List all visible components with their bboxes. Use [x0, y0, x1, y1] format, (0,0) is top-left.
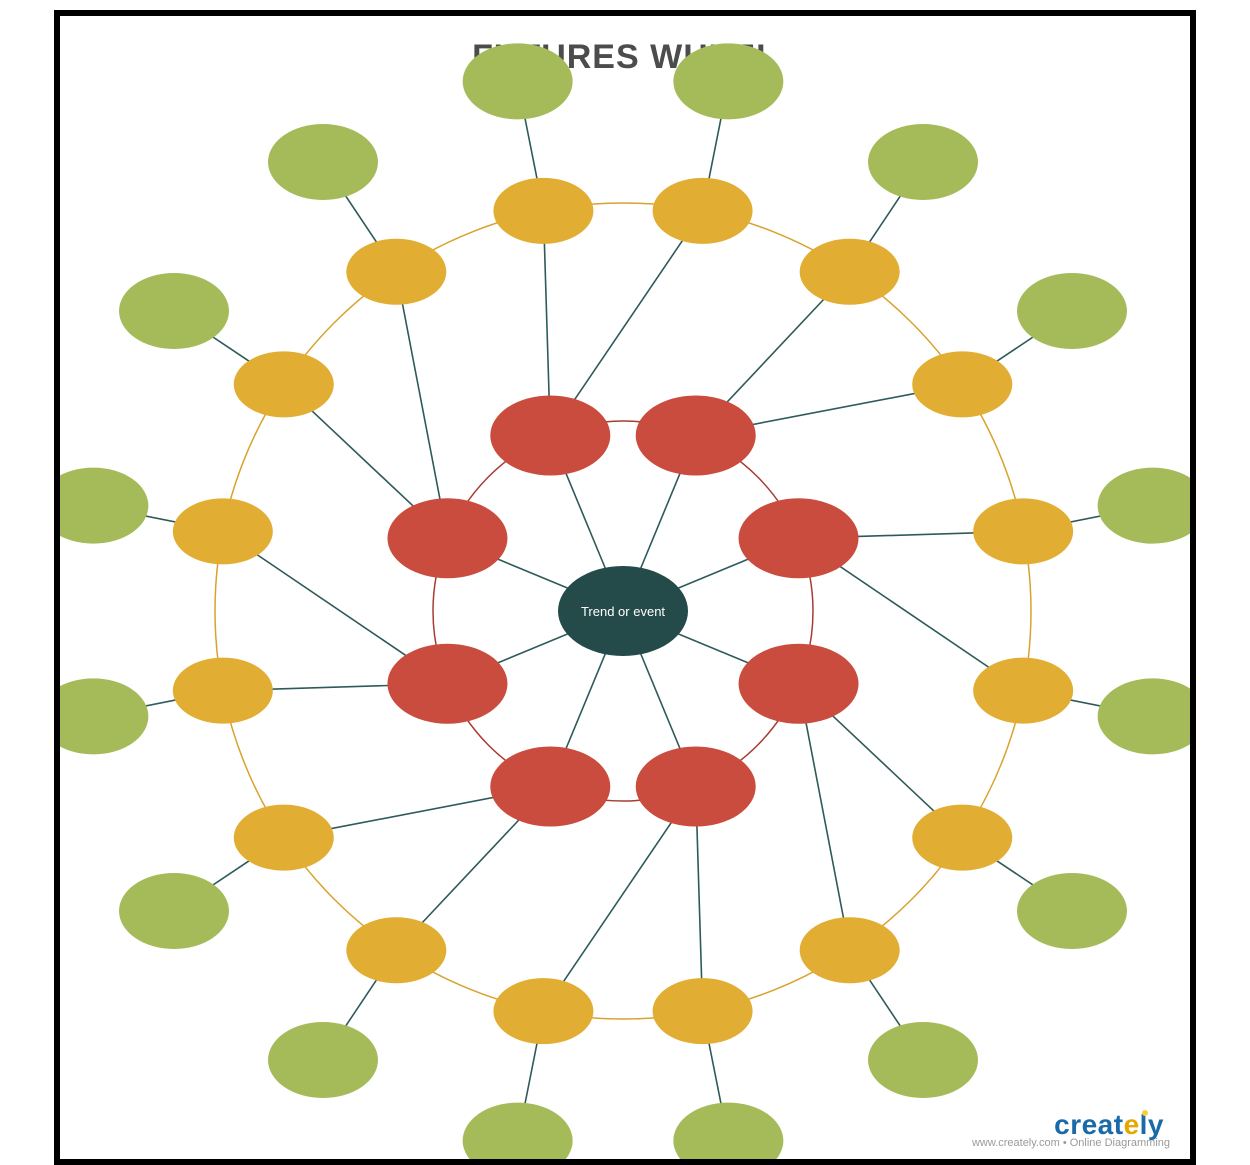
ring3-node	[1098, 468, 1190, 544]
ring2-node	[653, 178, 753, 244]
ring1-node	[636, 747, 756, 827]
ring2-node	[973, 498, 1073, 564]
ring2-node	[493, 978, 593, 1044]
footer-sub: www.creately.com • Online Diagramming	[972, 1137, 1170, 1149]
ring2-node	[346, 917, 446, 983]
ring3-node	[119, 273, 229, 349]
outer-frame: FUTURES WHEEL Trend or event creately ww…	[0, 0, 1250, 1165]
lightbulb-icon	[1142, 1110, 1148, 1116]
ring2-node	[234, 351, 334, 417]
ring3-node	[119, 873, 229, 949]
ring1-node	[490, 395, 610, 475]
ring2-node	[173, 498, 273, 564]
center-node-label: Trend or event	[581, 604, 665, 619]
ring2-node	[800, 239, 900, 305]
diagram-frame: FUTURES WHEEL Trend or event creately ww…	[54, 10, 1196, 1165]
brand-e: e	[1124, 1109, 1140, 1140]
ring3-node	[60, 468, 148, 544]
ring2-node	[173, 658, 273, 724]
futures-wheel-svg: Trend or event	[60, 16, 1190, 1159]
ring3-node	[868, 1022, 978, 1098]
brand-pre: creat	[1054, 1109, 1123, 1140]
ring2-node	[653, 978, 753, 1044]
ring3-node	[1017, 273, 1127, 349]
ring2-node	[800, 917, 900, 983]
nodes-layer: Trend or event	[60, 43, 1190, 1159]
ring3-node	[673, 1103, 783, 1159]
ring3-node	[673, 43, 783, 119]
ring2-node	[973, 658, 1073, 724]
ring3-node	[268, 124, 378, 200]
ring2-node	[493, 178, 593, 244]
ring1-node	[739, 644, 859, 724]
ring3-node	[60, 678, 148, 754]
ring3-node	[463, 43, 573, 119]
ring1-node	[387, 644, 507, 724]
ring1-node	[490, 747, 610, 827]
ring3-node	[868, 124, 978, 200]
ring3-node	[463, 1103, 573, 1159]
ring2-node	[912, 805, 1012, 871]
ring3-node	[268, 1022, 378, 1098]
ring3-node	[1017, 873, 1127, 949]
ring3-node	[1098, 678, 1190, 754]
ring2-node	[234, 805, 334, 871]
ring1-node	[739, 498, 859, 578]
ring2-node	[912, 351, 1012, 417]
ring1-node	[387, 498, 507, 578]
footer: creately www.creately.com • Online Diagr…	[972, 1109, 1170, 1149]
ring1-node	[636, 395, 756, 475]
ring2-node	[346, 239, 446, 305]
